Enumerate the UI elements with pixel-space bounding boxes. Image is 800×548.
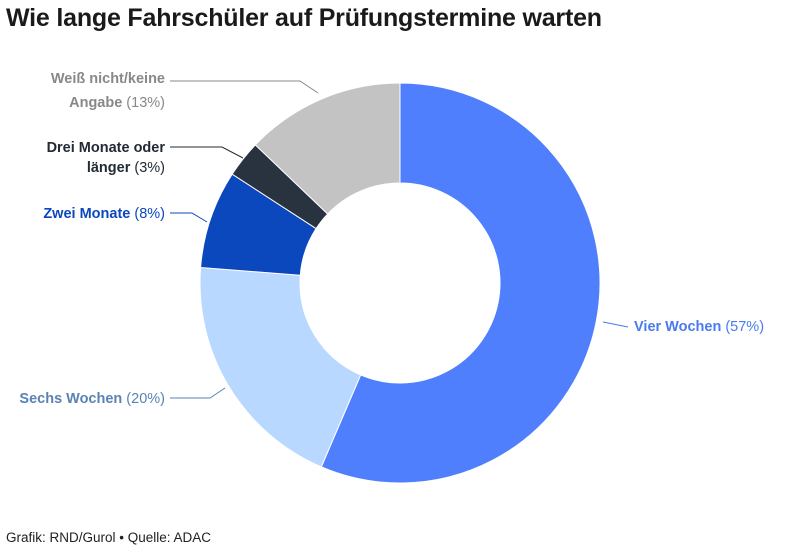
slice-weiss-nicht-keine-angabe	[254, 82, 401, 215]
leader-line-drei-monate-oder-laenger	[170, 146, 244, 159]
leader-line-sechs-wochen	[170, 387, 226, 399]
label-weiss-nicht-keine-angabe-line-2: Angabe (13%)	[69, 95, 165, 111]
leader-line-vier-wochen	[602, 321, 629, 328]
label-sechs-wochen: Sechs Wochen (20%)	[19, 391, 165, 407]
label-vier-wochen: Vier Wochen (57%)	[634, 319, 764, 335]
label-drei-monate-oder-laenger-line-1: Drei Monate oder	[47, 140, 166, 156]
label-weiss-nicht-keine-angabe-line-1: Weiß nicht/keine	[51, 71, 165, 87]
leader-line-weiss-nicht-keine-angabe	[170, 80, 319, 94]
label-drei-monate-oder-laenger-line-2: länger (3%)	[87, 160, 165, 176]
slice-vier-wochen	[320, 82, 601, 484]
source-note: Grafik: RND/Gurol • Quelle: ADAC	[6, 530, 212, 545]
label-zwei-monate: Zwei Monate (8%)	[43, 206, 165, 222]
leader-line-zwei-monate	[170, 212, 208, 223]
chart-title: Wie lange Fahrschüler auf Prüfungstermin…	[6, 4, 602, 32]
slice-sechs-wochen	[199, 266, 362, 468]
